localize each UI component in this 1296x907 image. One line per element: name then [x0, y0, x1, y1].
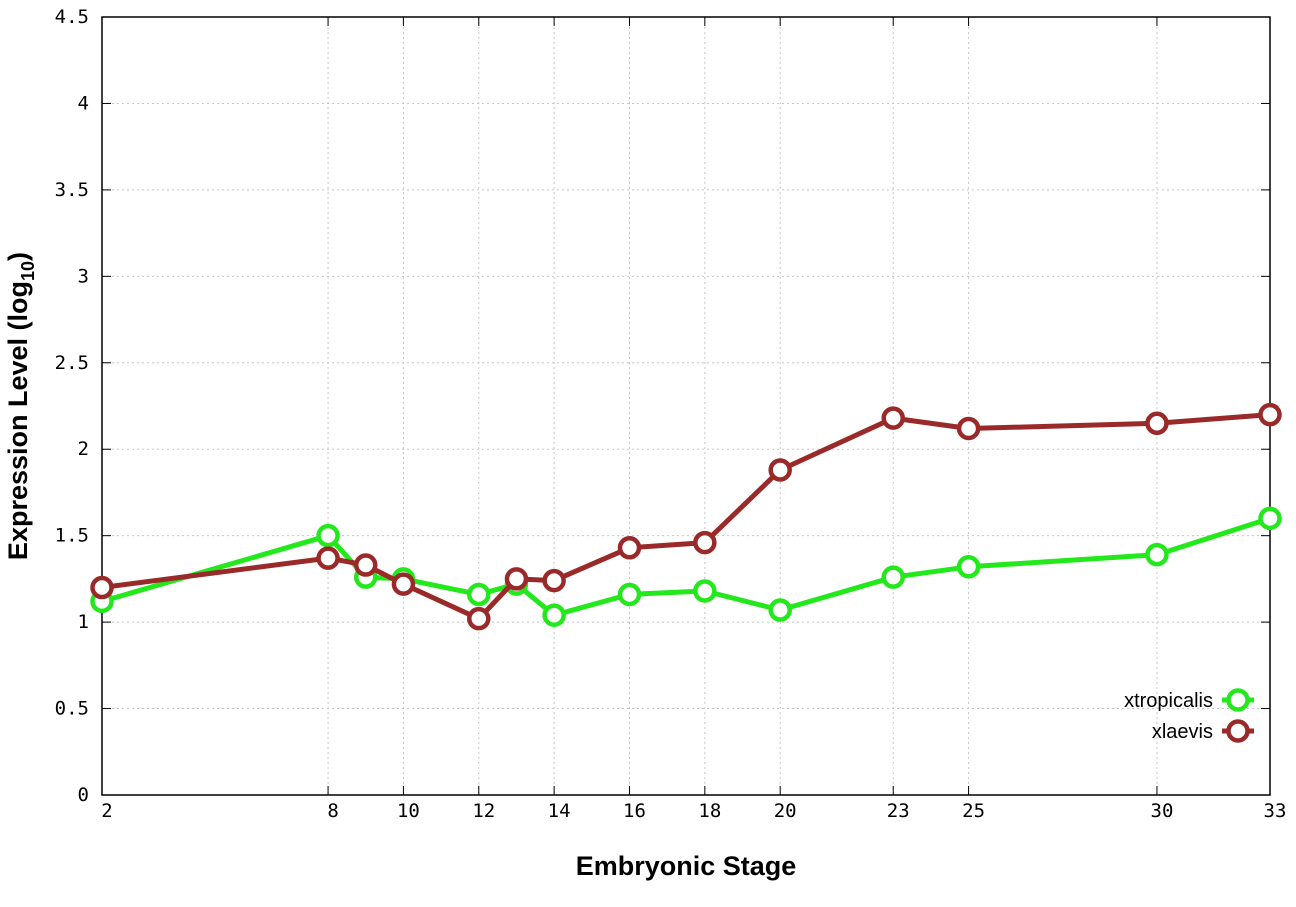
data-point: [316, 523, 340, 548]
legend-label: xlaevis: [1152, 721, 1213, 743]
data-point: [617, 582, 642, 607]
series: [90, 402, 1282, 631]
data-point: [90, 575, 114, 600]
legend-item: xtropicalis: [1124, 688, 1254, 712]
x-tick-label: 18: [698, 800, 721, 822]
data-point: [768, 458, 792, 482]
data-point: [1145, 542, 1169, 567]
x-tick-label: 2: [101, 800, 112, 822]
series-xlaevis: [90, 402, 1282, 631]
x-tick-label: 16: [623, 800, 646, 822]
y-axis-title: Expression Level (log10): [3, 252, 38, 560]
axis-ticks: 0 0.5 1 1.5 2 2.5 3 3.5 4 4.5 2 8 10 12 14 16 18 20 23 25 30…: [55, 6, 1287, 822]
series-line: [101, 412, 1271, 622]
x-tick-label: 14: [548, 800, 571, 822]
data-point: [1145, 411, 1169, 436]
data-point: [467, 606, 491, 631]
y-tick-label: 1: [78, 611, 89, 633]
data-point: [504, 567, 529, 591]
data-point: [1258, 506, 1282, 531]
x-tick-label: 10: [397, 800, 420, 822]
data-point: [881, 406, 905, 430]
x-tick-label: 12: [472, 800, 495, 822]
y-tick-label: 1.5: [55, 525, 89, 547]
x-tick-label: 33: [1264, 800, 1287, 822]
y-tick-label: 3.5: [55, 179, 89, 201]
x-tick-label: 20: [774, 800, 797, 822]
data-point: [768, 598, 792, 622]
legend-item: xlaevis: [1152, 719, 1254, 743]
data-point: [956, 555, 981, 579]
y-axis-title-suffix: ): [3, 252, 33, 261]
data-point: [542, 568, 566, 593]
y-axis-title-main: Expression Level (log: [3, 281, 33, 560]
data-point: [956, 416, 981, 441]
data-point: [542, 603, 566, 627]
y-tick-label: 0: [78, 784, 89, 806]
data-point: [1258, 402, 1282, 427]
x-axis-title: Embryonic Stage: [576, 851, 797, 881]
legend-marker: [1226, 719, 1250, 743]
x-tick-label: 30: [1151, 800, 1174, 822]
y-tick-label: 4.5: [55, 6, 89, 28]
grid: [102, 16, 1270, 795]
y-tick-label: 2: [78, 438, 89, 460]
data-point: [881, 565, 905, 589]
y-tick-label: 3: [78, 265, 89, 287]
data-point: [353, 553, 378, 577]
y-axis-title-subscript: 10: [18, 261, 38, 281]
data-point: [316, 546, 340, 570]
data-point: [467, 582, 491, 607]
legend-label: xtropicalis: [1124, 690, 1213, 712]
x-tick-label: 23: [887, 800, 910, 822]
legend: xtropicalis xlaevis: [1124, 688, 1254, 743]
data-point: [391, 572, 416, 596]
data-point: [693, 530, 717, 555]
data-point: [693, 579, 717, 603]
y-tick-label: 2.5: [55, 352, 89, 374]
y-tick-label: 0.5: [55, 698, 89, 720]
legend-marker: [1226, 688, 1250, 712]
plot-frame: [101, 16, 1271, 796]
x-tick-label: 8: [327, 800, 338, 822]
x-tick-label: 25: [962, 800, 985, 822]
y-tick-label: 4: [78, 92, 89, 114]
data-point: [617, 536, 642, 560]
